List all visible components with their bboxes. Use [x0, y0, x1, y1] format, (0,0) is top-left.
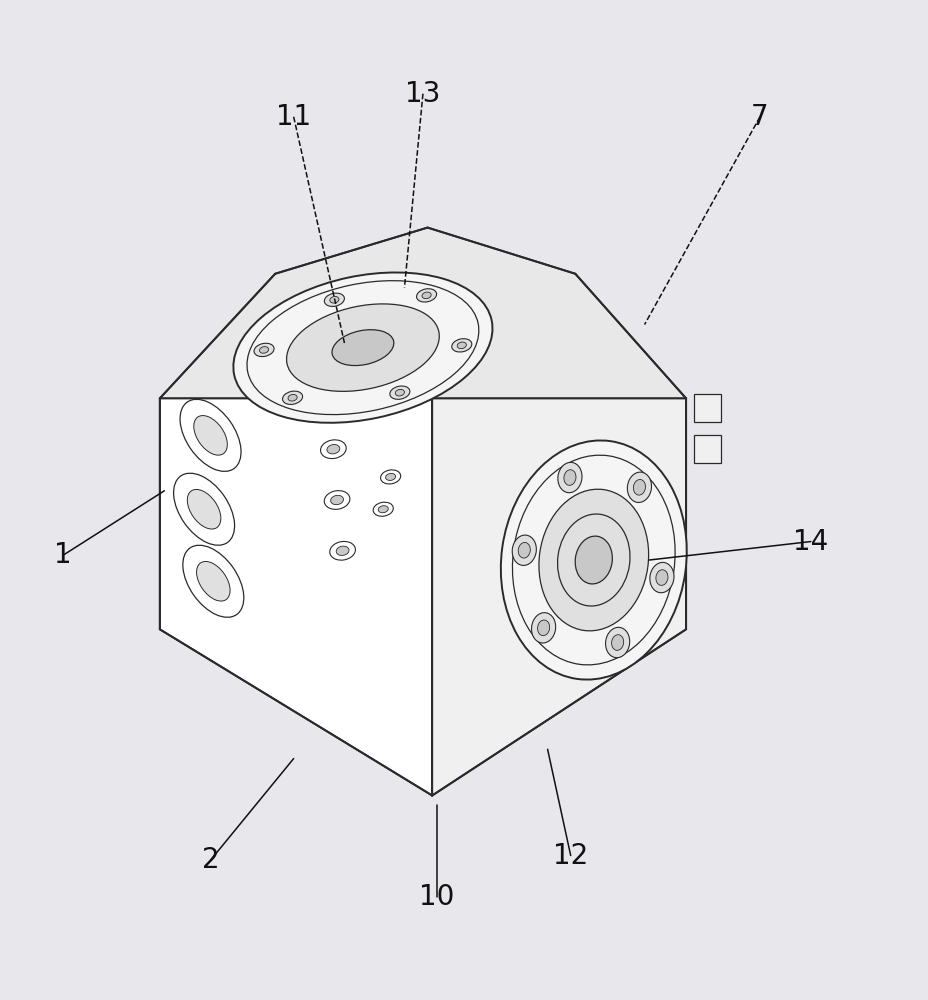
Ellipse shape: [457, 342, 466, 349]
Ellipse shape: [416, 289, 436, 302]
Text: 2: 2: [201, 846, 219, 874]
Ellipse shape: [500, 440, 686, 680]
Polygon shape: [160, 398, 432, 796]
Ellipse shape: [605, 627, 629, 658]
Text: 12: 12: [552, 842, 587, 870]
Ellipse shape: [324, 293, 344, 306]
Polygon shape: [693, 435, 720, 463]
Ellipse shape: [531, 613, 555, 643]
Ellipse shape: [174, 473, 235, 545]
Text: 13: 13: [405, 80, 440, 108]
Ellipse shape: [324, 491, 350, 509]
Ellipse shape: [327, 445, 340, 454]
Ellipse shape: [233, 272, 492, 423]
Ellipse shape: [563, 470, 575, 485]
Ellipse shape: [390, 386, 409, 399]
Text: 11: 11: [276, 103, 311, 131]
Ellipse shape: [282, 391, 303, 404]
Ellipse shape: [194, 416, 227, 455]
Ellipse shape: [511, 535, 535, 565]
Ellipse shape: [288, 394, 297, 401]
Ellipse shape: [329, 296, 339, 303]
Ellipse shape: [650, 562, 674, 593]
Ellipse shape: [518, 542, 530, 558]
Ellipse shape: [626, 472, 651, 502]
Ellipse shape: [378, 506, 388, 513]
Ellipse shape: [320, 440, 346, 459]
Ellipse shape: [187, 489, 221, 529]
Ellipse shape: [537, 620, 549, 636]
Ellipse shape: [557, 514, 629, 606]
Ellipse shape: [247, 281, 478, 415]
Text: 14: 14: [793, 528, 828, 556]
Ellipse shape: [330, 495, 343, 505]
Ellipse shape: [558, 462, 581, 493]
Ellipse shape: [329, 541, 355, 560]
Ellipse shape: [512, 455, 675, 665]
Ellipse shape: [259, 347, 268, 353]
Ellipse shape: [538, 489, 648, 631]
Ellipse shape: [574, 536, 612, 584]
Ellipse shape: [180, 399, 240, 471]
Ellipse shape: [286, 304, 439, 391]
Text: 1: 1: [54, 541, 71, 569]
Ellipse shape: [421, 292, 431, 299]
Polygon shape: [432, 398, 686, 796]
Ellipse shape: [633, 479, 645, 495]
Ellipse shape: [373, 502, 393, 516]
Polygon shape: [160, 228, 686, 398]
Text: 7: 7: [751, 103, 768, 131]
Ellipse shape: [380, 470, 400, 484]
Ellipse shape: [655, 570, 667, 585]
Ellipse shape: [395, 389, 404, 396]
Ellipse shape: [331, 330, 393, 366]
Ellipse shape: [336, 546, 349, 555]
Ellipse shape: [385, 473, 395, 480]
Ellipse shape: [183, 545, 243, 617]
Polygon shape: [693, 394, 720, 422]
Ellipse shape: [253, 343, 274, 357]
Ellipse shape: [197, 561, 230, 601]
Text: 10: 10: [419, 883, 454, 911]
Ellipse shape: [611, 635, 623, 650]
Ellipse shape: [451, 339, 471, 352]
